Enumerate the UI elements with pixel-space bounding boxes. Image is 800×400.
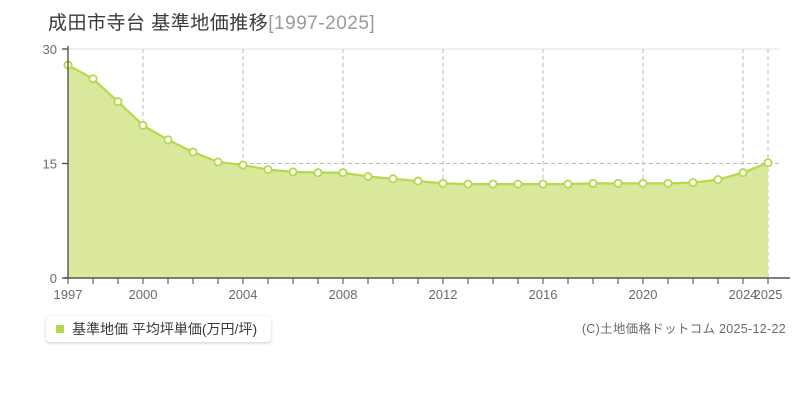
data-point-marker[interactable] [338, 168, 348, 178]
x-axis-tick-label: 2012 [429, 287, 458, 302]
data-point-marker[interactable] [288, 167, 298, 177]
data-point-marker[interactable] [263, 165, 273, 175]
y-axis-tick-label: 15 [43, 157, 57, 172]
data-point-marker[interactable] [88, 74, 98, 84]
data-point-marker[interactable] [388, 174, 398, 184]
y-axis-tick-label: 0 [50, 271, 57, 286]
page-title-main: 成田市寺台 基準地価推移 [48, 13, 269, 34]
data-point-marker[interactable] [688, 178, 698, 188]
chart-legend[interactable]: 基準地価 平均坪単価(万円/坪) [46, 316, 272, 342]
legend-swatch-icon [56, 325, 64, 333]
x-axis-tick-label: 2020 [629, 287, 658, 302]
data-point-marker[interactable] [213, 157, 223, 167]
data-point-marker[interactable] [313, 168, 323, 178]
data-point-marker[interactable] [438, 178, 448, 188]
y-axis-tick-label: 30 [43, 42, 57, 57]
data-point-marker[interactable] [413, 176, 423, 186]
series-area-fill [68, 65, 768, 278]
x-axis-tick-label: 2000 [129, 287, 158, 302]
data-point-marker[interactable] [238, 160, 248, 170]
x-axis-tick-label: 2024 [729, 287, 758, 302]
data-point-marker[interactable] [513, 179, 523, 189]
data-point-marker[interactable] [488, 179, 498, 189]
x-axis-tick-label: 2004 [229, 287, 258, 302]
data-point-marker[interactable] [188, 147, 198, 157]
data-point-marker[interactable] [563, 179, 573, 189]
x-axis-tick-label: 2008 [329, 287, 358, 302]
legend-label: 基準地価 平均坪単価(万円/坪) [72, 321, 258, 337]
page-title: 成田市寺台 基準地価推移[1997-2025] [0, 8, 800, 35]
copyright-credit: (C)土地価格ドットコム 2025-12-22 [581, 322, 786, 336]
page-title-range: [1997-2025] [268, 13, 376, 34]
data-point-marker[interactable] [463, 179, 473, 189]
data-point-marker[interactable] [763, 158, 773, 168]
data-point-marker[interactable] [613, 178, 623, 188]
data-point-marker[interactable] [588, 178, 598, 188]
data-point-marker[interactable] [138, 120, 148, 130]
data-point-marker[interactable] [738, 168, 748, 178]
data-point-marker[interactable] [538, 179, 548, 189]
data-point-marker[interactable] [363, 171, 373, 181]
data-point-marker[interactable] [113, 97, 123, 107]
x-axis-tick-label: 2016 [529, 287, 558, 302]
data-point-marker[interactable] [713, 175, 723, 185]
x-axis-tick-label: 1997 [54, 287, 83, 302]
data-point-marker[interactable] [163, 135, 173, 145]
data-point-marker[interactable] [663, 178, 673, 188]
x-axis-tick-label: 2025 [754, 287, 783, 302]
data-point-marker[interactable] [638, 178, 648, 188]
